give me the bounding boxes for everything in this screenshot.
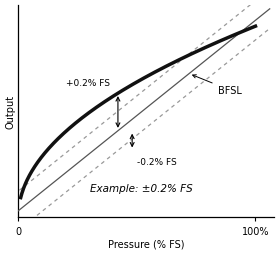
Text: Example: ±0.2% FS: Example: ±0.2% FS: [90, 183, 193, 193]
Text: BFSL: BFSL: [193, 75, 241, 96]
X-axis label: Pressure (% FS): Pressure (% FS): [108, 239, 185, 248]
Text: +0.2% FS: +0.2% FS: [66, 79, 110, 88]
Y-axis label: Output: Output: [6, 94, 16, 128]
Text: -0.2% FS: -0.2% FS: [137, 157, 177, 166]
